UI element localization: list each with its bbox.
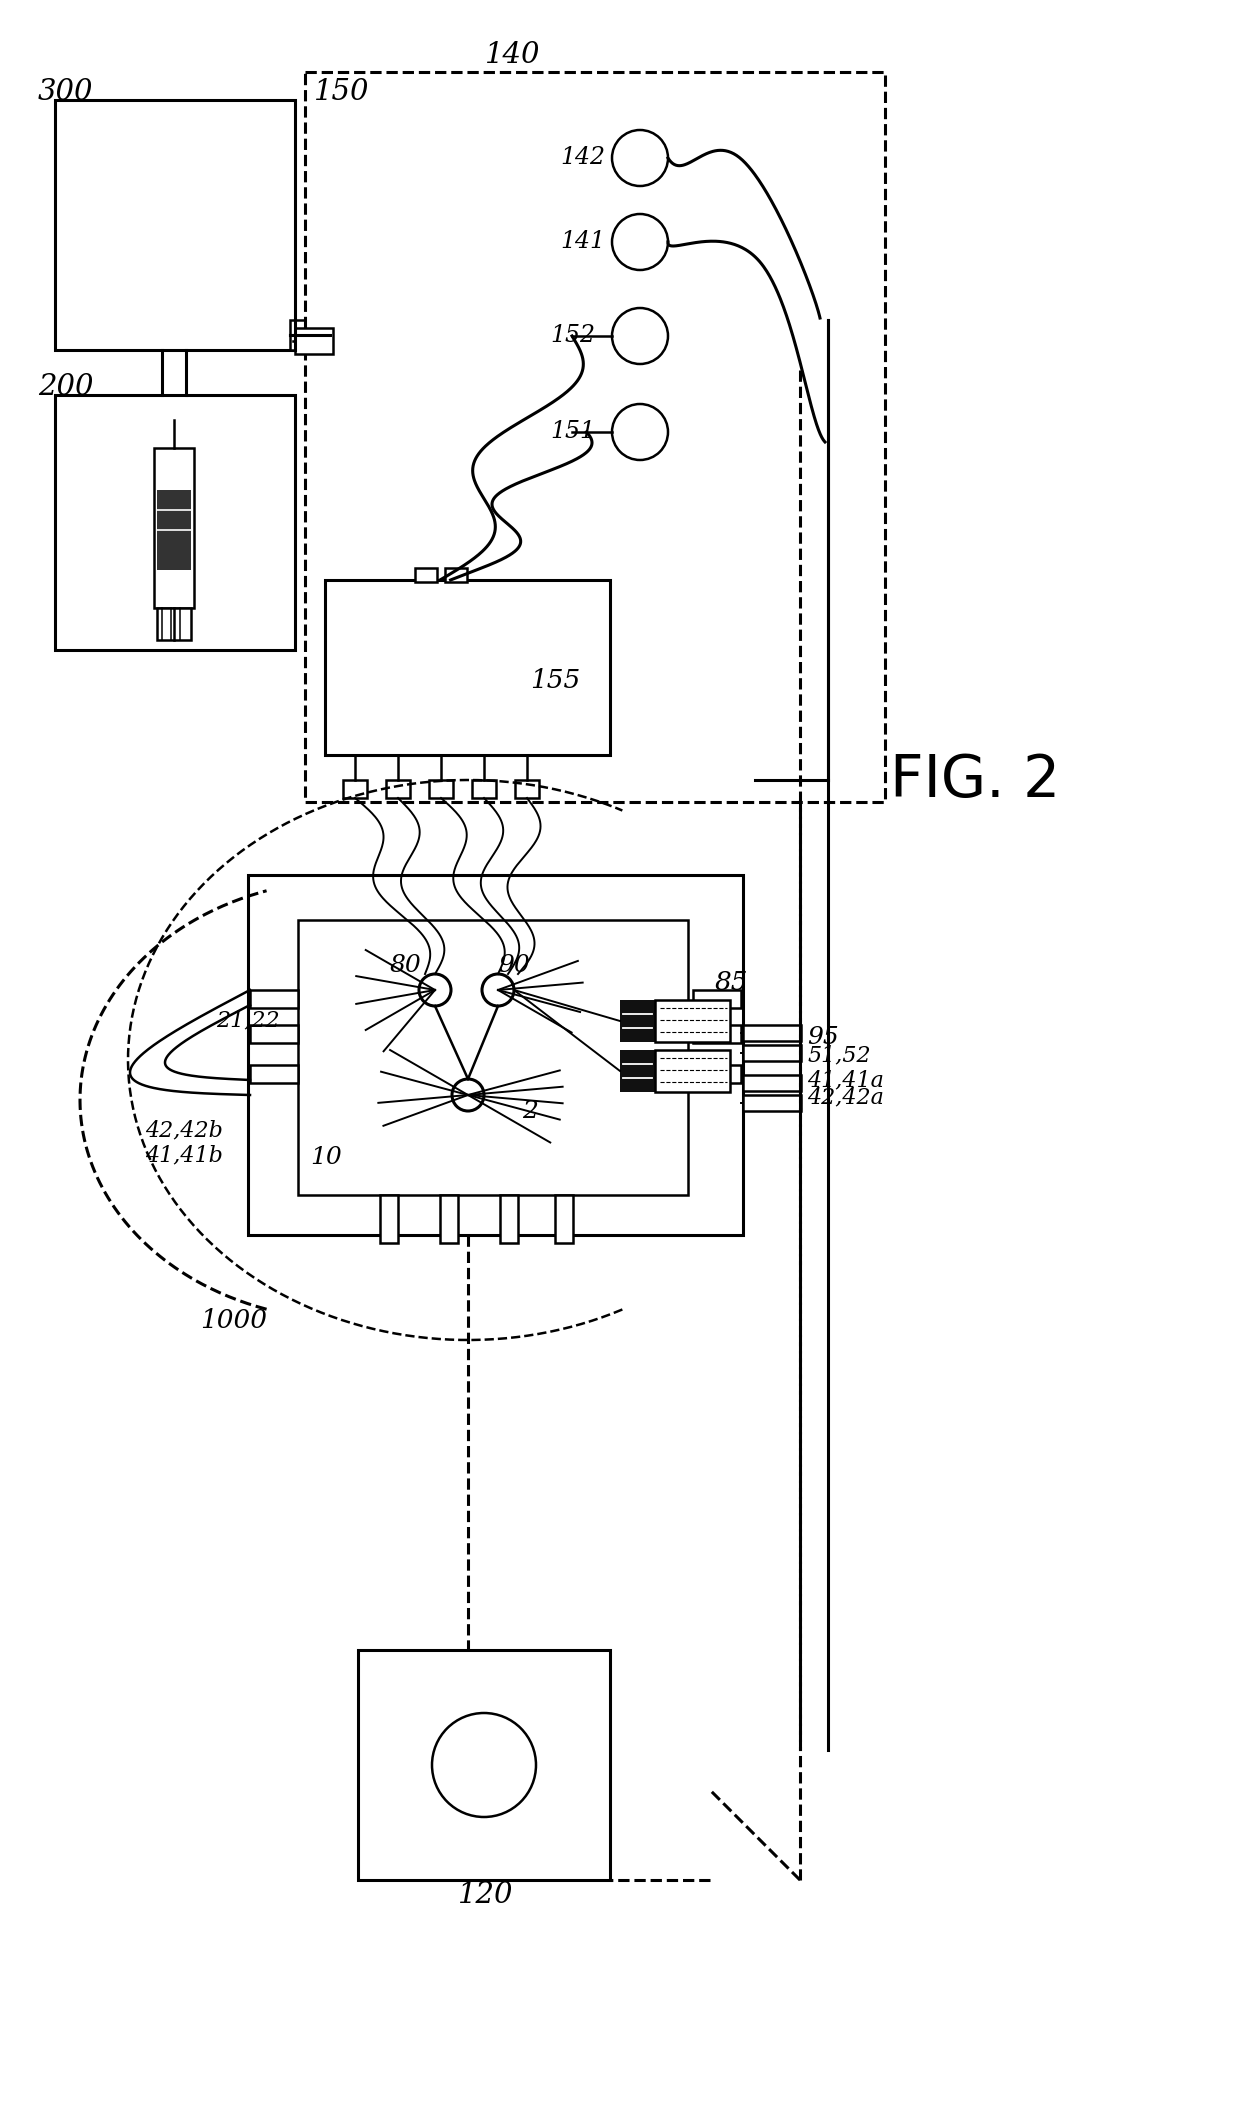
- Bar: [693, 1025, 742, 1042]
- Bar: [655, 1051, 730, 1093]
- Bar: [693, 1065, 742, 1082]
- Text: 141: 141: [560, 230, 605, 254]
- Bar: [743, 1095, 801, 1112]
- Text: 120: 120: [458, 1881, 513, 1909]
- Bar: [248, 875, 743, 1235]
- Text: 150: 150: [314, 78, 370, 106]
- Bar: [743, 1025, 801, 1040]
- Text: 200: 200: [38, 372, 93, 402]
- Text: 10: 10: [310, 1146, 342, 1169]
- Circle shape: [613, 129, 668, 186]
- Bar: [472, 780, 496, 797]
- Text: 151: 151: [551, 421, 595, 444]
- Bar: [295, 328, 334, 353]
- Bar: [743, 1044, 801, 1061]
- Bar: [330, 99, 720, 556]
- Text: 142: 142: [560, 146, 605, 169]
- Bar: [55, 395, 295, 649]
- Text: 41,41b: 41,41b: [145, 1144, 223, 1167]
- Bar: [556, 1194, 573, 1243]
- Circle shape: [453, 1078, 484, 1112]
- Text: 51,52: 51,52: [807, 1044, 870, 1065]
- Bar: [358, 1651, 610, 1879]
- Bar: [515, 780, 539, 797]
- Bar: [655, 1000, 730, 1042]
- Text: 21,22: 21,22: [216, 1008, 280, 1032]
- Text: 140: 140: [485, 40, 541, 70]
- Text: 1000: 1000: [200, 1306, 267, 1332]
- Text: 95: 95: [807, 1027, 838, 1049]
- Bar: [250, 1065, 298, 1082]
- Circle shape: [613, 404, 668, 461]
- Bar: [743, 1076, 801, 1091]
- Circle shape: [613, 309, 668, 364]
- Circle shape: [419, 975, 451, 1006]
- Bar: [55, 99, 295, 351]
- Bar: [429, 780, 453, 797]
- Bar: [620, 1000, 655, 1042]
- Text: 41,41a: 41,41a: [807, 1070, 884, 1091]
- Circle shape: [482, 975, 515, 1006]
- Text: 90: 90: [498, 953, 529, 977]
- Bar: [325, 579, 610, 755]
- Bar: [250, 1025, 298, 1042]
- Bar: [620, 1051, 655, 1093]
- Text: 2: 2: [522, 1101, 538, 1123]
- Bar: [154, 448, 193, 609]
- Bar: [157, 490, 191, 571]
- Bar: [290, 319, 335, 351]
- Bar: [693, 989, 742, 1008]
- Text: 85: 85: [715, 970, 749, 994]
- Bar: [250, 989, 298, 1008]
- Text: 300: 300: [38, 78, 93, 106]
- Bar: [305, 72, 885, 801]
- Bar: [440, 1194, 458, 1243]
- Circle shape: [432, 1712, 536, 1818]
- Bar: [343, 780, 367, 797]
- Bar: [415, 569, 436, 581]
- Bar: [157, 609, 191, 641]
- Bar: [379, 1194, 398, 1243]
- Bar: [386, 780, 410, 797]
- Bar: [298, 920, 688, 1194]
- Bar: [445, 569, 467, 581]
- Text: 155: 155: [529, 668, 580, 693]
- Bar: [500, 1194, 518, 1243]
- Text: FIG. 2: FIG. 2: [890, 750, 1060, 808]
- Circle shape: [613, 214, 668, 271]
- Text: 42,42a: 42,42a: [807, 1087, 884, 1108]
- Text: 80: 80: [391, 953, 422, 977]
- Text: 152: 152: [551, 326, 595, 347]
- Text: 42,42b: 42,42b: [145, 1118, 223, 1142]
